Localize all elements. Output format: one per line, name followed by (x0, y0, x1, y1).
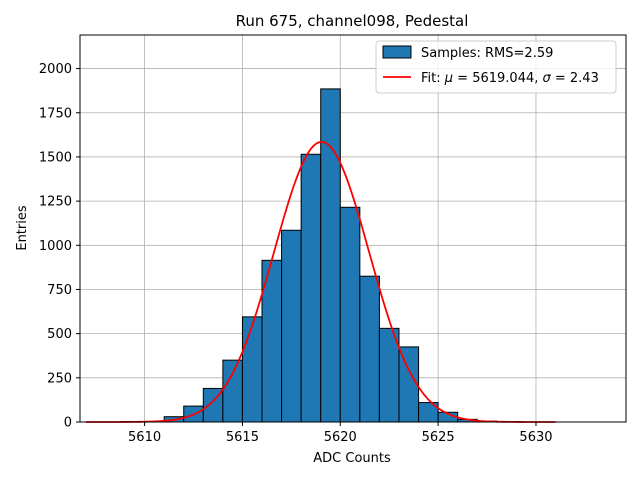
y-tick-label: 250 (47, 371, 72, 386)
legend: Samples: RMS=2.59 Fit: μ = 5619.044, σ =… (375, 40, 617, 94)
histogram-bar (241, 316, 263, 423)
x-tick-label: 5620 (324, 430, 357, 445)
y-tick-label: 1750 (39, 106, 72, 121)
legend-fit-mu-symbol: μ (444, 71, 453, 86)
histogram-bar (320, 88, 341, 423)
histogram-bars (163, 88, 498, 423)
x-tick-label: 5630 (519, 430, 552, 445)
x-tick-label: 5615 (226, 430, 259, 445)
legend-box (375, 40, 617, 94)
legend-samples-swatch (382, 45, 412, 59)
x-axis-label: ADC Counts (313, 451, 391, 466)
legend-fit-label: Fit: μ = 5619.044, σ = 2.43 (421, 71, 599, 86)
histogram-bar (339, 206, 361, 423)
x-tick-label: 5610 (128, 430, 161, 445)
histogram-bar (398, 346, 420, 423)
y-tick-label: 1500 (39, 150, 72, 165)
y-tick-label: 1000 (39, 239, 72, 254)
fit-curve-layer (85, 141, 556, 423)
legend-fit-prefix: Fit: (421, 71, 445, 86)
histogram-bar (359, 275, 380, 423)
x-tick-label: 5625 (422, 430, 455, 445)
histogram-bar (300, 153, 322, 423)
histogram-bar (281, 229, 302, 423)
histogram-bar (222, 359, 243, 423)
axis-ticks: 5610 5615 5620 5625 5630 0 250 500 750 1000 1250 15… (39, 62, 553, 445)
legend-fit-mu-text: = 5619.044, (453, 71, 542, 86)
y-tick-label: 1250 (39, 195, 72, 210)
legend-fit-sigma-text: = 2.43 (551, 71, 599, 86)
y-tick-label: 750 (47, 283, 72, 298)
y-tick-label: 2000 (39, 62, 72, 77)
gaussian-fit-curve (85, 141, 556, 423)
legend-fit-sigma-symbol: σ (543, 71, 552, 86)
y-axis-label: Entries (15, 205, 30, 251)
y-tick-label: 0 (64, 416, 72, 431)
legend-samples-label: Samples: RMS=2.59 (421, 46, 553, 61)
plot-frame (79, 34, 627, 423)
chart-title: Run 675, channel098, Pedestal (236, 12, 469, 30)
y-tick-label: 500 (47, 327, 72, 342)
